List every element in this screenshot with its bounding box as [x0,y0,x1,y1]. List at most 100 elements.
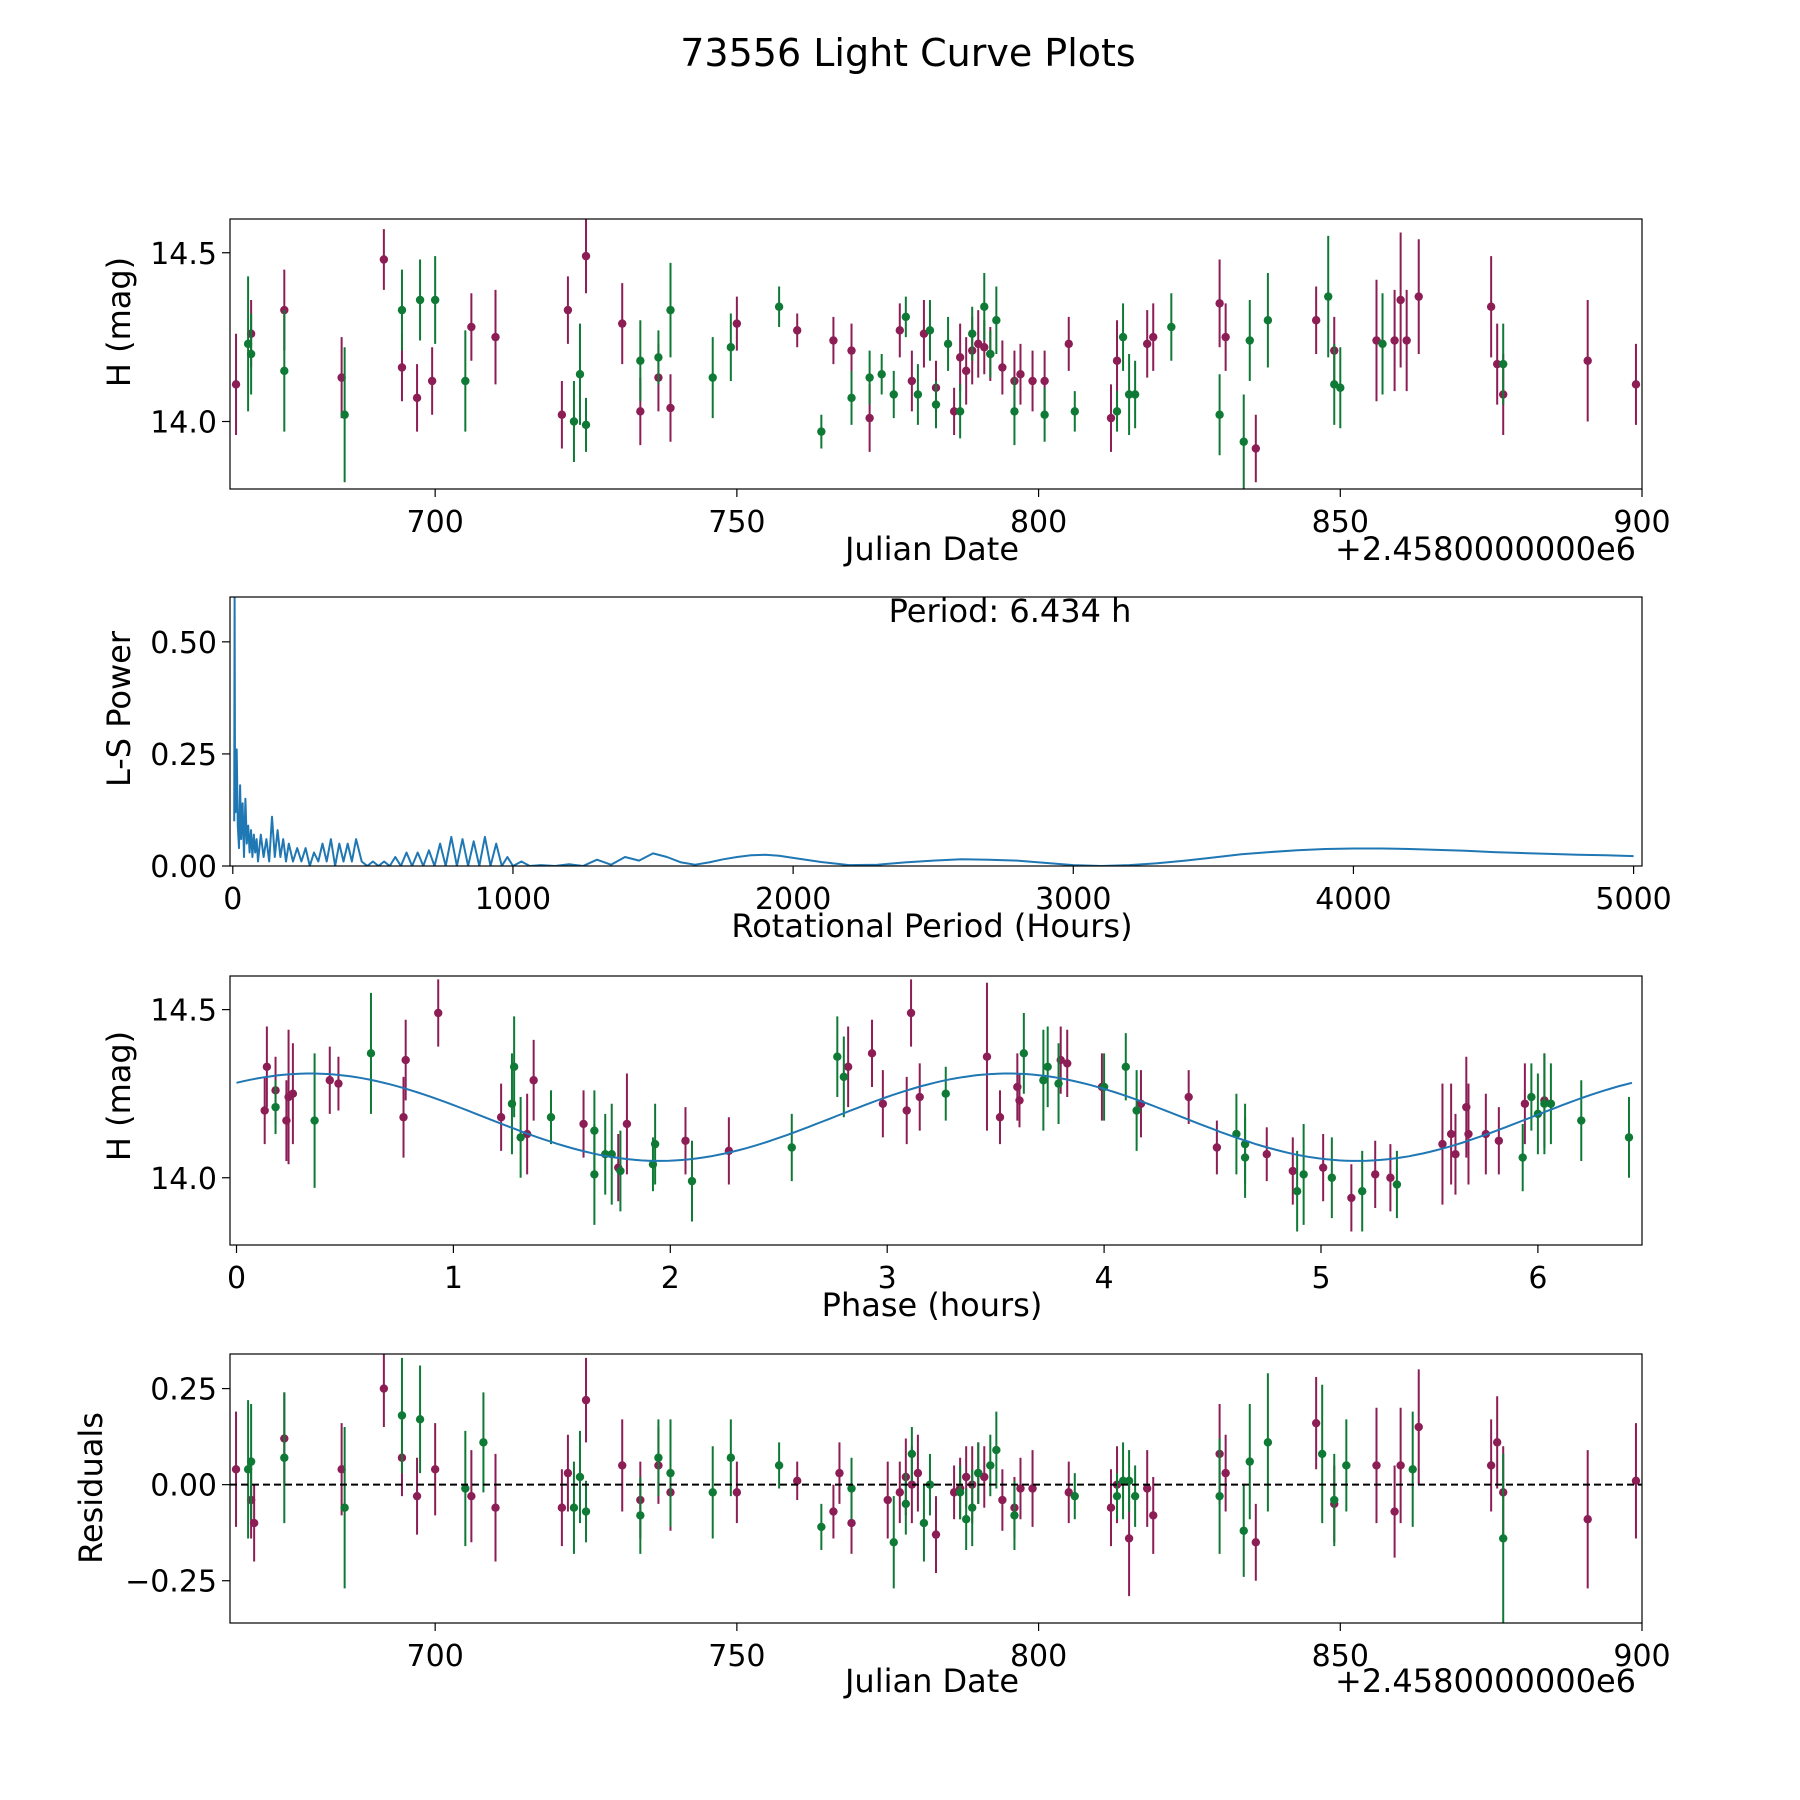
periodogram-xlabel: Rotational Period (Hours) [731,907,1132,945]
residuals-point [1118,1476,1128,1486]
residuals-point [889,1538,898,1547]
residuals-point [280,1453,289,1462]
residuals-axes: 700 750 800 850 900 −0.25 0.00 0.25 [125,1373,1671,1674]
residuals-point [569,1503,579,1512]
light-curve-point [569,417,579,426]
phase-folded-point [1438,1139,1447,1149]
residuals-point [1070,1491,1079,1501]
phase-folded-series-band_b [271,992,1634,1232]
residuals-xtick-label: 750 [708,1639,765,1674]
light-curve-point [575,370,585,379]
panel-periodogram: L-S Power Rotational Period (Hours) Peri… [100,592,1133,945]
phase-folded-point [867,1049,877,1058]
phase-folded-point [288,1089,298,1098]
phase-folded-point [1520,1099,1530,1108]
light-curve-point [1263,316,1273,325]
light-curve-point [1499,359,1508,369]
light-curve-axes: 700 750 800 850 900 14.0 14.5 [150,237,1670,540]
light-curve-point [949,407,959,416]
light-curve-ylabel: H (mag) [100,257,138,387]
phase-folded-point [622,1119,632,1129]
light-curve-point [557,410,567,419]
residuals-point [774,1461,784,1470]
light-curve-ytick-label: 14.0 [150,406,217,441]
phase-folded-point [509,1062,519,1071]
phase-folded-point [681,1136,690,1145]
light-curve-xlabel: Julian Date [843,530,1019,568]
phase-folded-point [579,1119,588,1129]
light-curve-point [1414,292,1423,301]
phase-folded-point [401,1055,410,1065]
phase-folded-axes: 0 1 2 3 4 5 6 14.0 14.5 [150,994,1547,1296]
residuals-point [1414,1422,1423,1432]
phase-folded-point [334,1079,343,1088]
light-curve-point [340,410,349,419]
phase-folded-point [839,1072,849,1082]
phase-folded-point [1358,1187,1367,1196]
light-curve-point [1583,356,1592,365]
light-curve-point [968,329,977,338]
phase-folded-ytick-label: 14.0 [150,1162,217,1197]
light-curve-point [889,390,898,399]
light-curve-point [961,366,971,376]
phase-folded-point [787,1143,796,1152]
phase-folded-xtick-label: 6 [1528,1261,1547,1296]
residuals-point [581,1507,591,1516]
light-curve-point [1486,302,1496,311]
light-curve-point [1040,410,1049,419]
residuals-xtick-label: 800 [1010,1639,1067,1674]
light-curve-point [793,326,802,335]
residuals-point [907,1449,917,1459]
residuals-point [246,1457,256,1466]
phase-folded-point [434,1008,443,1018]
light-curve-point [430,295,440,305]
residuals-point [1251,1538,1261,1547]
residuals-point [1010,1511,1019,1520]
residuals-point [636,1511,645,1520]
light-curve-point [817,427,826,436]
residuals-ytick-label: −0.25 [125,1565,217,1600]
phase-folded-point [941,1089,950,1098]
phase-folded-point [1577,1116,1586,1125]
residuals-point [1016,1484,1025,1493]
residuals-point [1106,1503,1116,1512]
residuals-point [1492,1438,1502,1447]
phase-folded-point [982,1052,992,1061]
residuals-point [491,1503,500,1512]
residuals-point [847,1518,856,1528]
periodogram-ytick-label: 0.25 [150,738,217,773]
residuals-point [412,1491,422,1501]
phase-folded-point [516,1133,525,1142]
phase-folded-point [1392,1180,1402,1189]
residuals-point [1408,1465,1417,1474]
phase-folded-xtick-label: 5 [1311,1261,1330,1296]
light-curve-series-band_a [231,219,1641,483]
light-curve-point [708,373,717,382]
periodogram-ytick-label: 0.50 [150,626,217,661]
phase-folded-point [1494,1136,1504,1145]
light-curve-point [1336,383,1345,392]
light-curve-point [847,393,856,403]
residuals-point [1486,1461,1496,1470]
phase-folded-point [310,1116,319,1125]
light-curve-point [925,326,935,335]
light-curve-point [732,319,742,328]
light-curve-point [231,380,241,389]
phase-folded-point [915,1092,924,1102]
light-curve-point [618,319,627,328]
light-curve-point [1215,299,1224,308]
light-curve-point [397,305,407,315]
light-curve-point [1221,332,1230,342]
light-curve-point [1149,332,1158,342]
residuals-point [883,1495,892,1505]
residuals-point [919,1518,929,1528]
phase-folded-point [1019,1049,1029,1058]
light-curve-plot-area [231,219,1641,489]
light-curve-point [1010,407,1019,416]
residuals-point [231,1465,241,1474]
light-curve-point [246,349,256,359]
light-curve-point [581,420,591,430]
residuals-point [901,1499,911,1509]
light-curve-point [980,343,989,352]
light-curve-point [1124,390,1134,399]
